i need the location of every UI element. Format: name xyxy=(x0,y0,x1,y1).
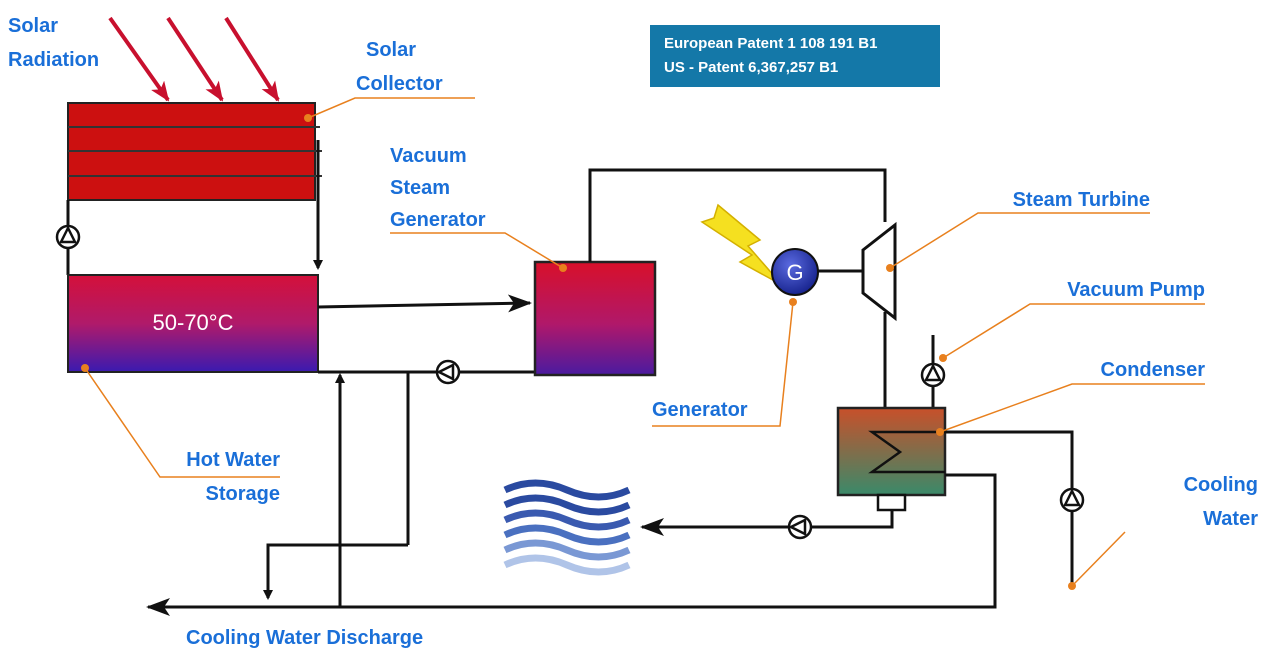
leader-dot xyxy=(559,264,567,272)
label: Solar xyxy=(366,39,416,61)
patent-line: European Patent 1 108 191 B1 xyxy=(664,35,877,52)
vacuum-steam-generator xyxy=(533,260,657,377)
leader xyxy=(942,303,1205,359)
electric-generator: G xyxy=(771,248,819,296)
leader xyxy=(84,367,280,478)
leader xyxy=(1071,531,1126,587)
leader-dot xyxy=(1068,582,1076,590)
label: Radiation xyxy=(8,49,99,71)
label: Steam Turbine xyxy=(1013,189,1150,211)
steam-turbine xyxy=(818,221,897,408)
leader xyxy=(390,232,564,269)
label: Vacuum Pump xyxy=(1067,279,1205,301)
leader-dot xyxy=(304,114,312,122)
water-waves xyxy=(503,479,631,576)
patent-line: US - Patent 6,367,257 B1 xyxy=(664,59,838,76)
vacuum-pump xyxy=(920,335,946,408)
leader xyxy=(939,383,1205,433)
label: Water xyxy=(1203,508,1258,530)
label: Hot Water xyxy=(186,449,280,471)
collector-loop xyxy=(55,140,323,275)
leader-dot xyxy=(886,264,894,272)
label: Solar xyxy=(8,15,58,37)
label: Storage xyxy=(206,483,280,505)
label: Cooling Water Discharge xyxy=(186,627,423,649)
hot-water-tank: 50-70°C xyxy=(67,274,319,373)
patent-box: European Patent 1 108 191 B1 US - Patent… xyxy=(650,25,940,87)
leader-dot xyxy=(789,298,797,306)
leader-dot xyxy=(936,428,944,436)
tank-temperature: 50-70°C xyxy=(153,310,234,335)
label: Generator xyxy=(390,209,486,231)
label: Vacuum xyxy=(390,145,467,167)
leader xyxy=(652,301,794,427)
steam-line xyxy=(588,168,887,262)
cooling-water-line xyxy=(146,430,1085,616)
label: Condenser xyxy=(1101,359,1206,381)
leader-dot xyxy=(939,354,947,362)
label: Cooling xyxy=(1184,474,1258,496)
leader xyxy=(307,97,475,119)
tank-pipes xyxy=(263,294,535,607)
labels: Solar Radiation Solar Collector Vacuum S… xyxy=(8,15,1258,649)
leader-dot xyxy=(81,364,89,372)
generator-symbol: G xyxy=(786,260,803,285)
radiation-arrows xyxy=(108,16,280,102)
condenser xyxy=(640,406,947,540)
solar-collector xyxy=(67,102,322,201)
label: Steam xyxy=(390,177,450,199)
label: Collector xyxy=(356,73,443,95)
label: Generator xyxy=(652,399,748,421)
leader xyxy=(889,212,1150,269)
lightning-bolt xyxy=(700,203,783,286)
